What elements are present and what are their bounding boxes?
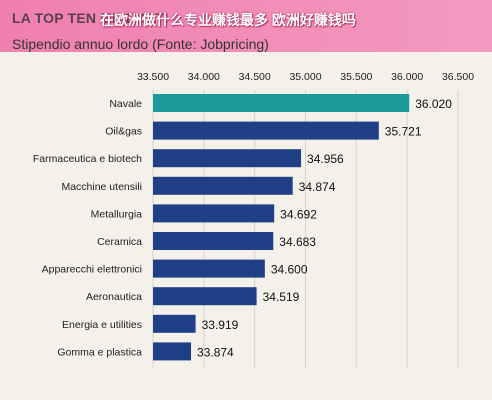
x-tick-label: 35.000	[289, 71, 321, 83]
chart-title-background: LA TOP TEN MPIEGATI	[12, 10, 169, 26]
chart-subtitle: Stipendio annuo lordo (Fonte: Jobpricing…	[12, 36, 269, 52]
x-tick-label: 34.500	[239, 71, 271, 83]
bar	[153, 149, 302, 168]
category-label: Metallurgia	[91, 208, 143, 220]
x-tick-label: 35.500	[340, 71, 372, 83]
bar	[153, 176, 293, 195]
overlay-title: 在欧洲做什么专业赚钱最多 欧洲好赚钱吗	[100, 12, 356, 28]
bar	[153, 232, 274, 250]
bar	[153, 94, 410, 112]
chart-title-right: MPIEGATI	[100, 10, 169, 26]
value-label: 35.721	[385, 125, 422, 139]
title-banner	[0, 0, 492, 52]
x-tick-label: 36.000	[391, 71, 423, 83]
x-tick-label: 36.500	[442, 71, 474, 83]
category-label: Gomma e plastica	[57, 346, 142, 358]
value-label: 34.600	[271, 263, 308, 277]
category-label: Macchine utensili	[61, 181, 142, 193]
category-label: Oil&gas	[105, 126, 142, 138]
bars: Navale 36.020 Oil&gas 35.721 Farmaceutica e …	[33, 94, 452, 361]
bar	[153, 314, 196, 333]
bar	[153, 121, 379, 140]
x-tick-label: 33.500	[137, 71, 169, 83]
category-label: Apparecchi elettronici	[42, 264, 142, 276]
bar	[153, 204, 275, 223]
value-label: 33.874	[197, 345, 234, 359]
value-label: 34.956	[307, 152, 344, 166]
category-label: Aeronautica	[86, 291, 142, 303]
value-label: 36.020	[415, 97, 452, 111]
category-label: Farmaceutica e biotech	[33, 153, 142, 165]
category-label: Ceramica	[97, 236, 142, 248]
bar	[153, 287, 257, 306]
x-tick-label: 34.000	[188, 71, 220, 83]
value-label: 34.874	[299, 180, 336, 194]
category-label: Navale	[109, 98, 142, 110]
value-label: 33.919	[202, 318, 239, 332]
x-tick-labels: 33.500 34.000 34.500 35.000 35.500 36.000 36.5…	[137, 71, 474, 83]
bar	[153, 342, 192, 361]
category-label: Energia e utilities	[62, 319, 142, 331]
value-label: 34.692	[280, 207, 317, 221]
value-label: 34.683	[279, 235, 316, 249]
chart-title-left: LA TOP TEN	[12, 10, 97, 26]
value-label: 34.519	[263, 290, 300, 304]
bar	[153, 259, 265, 278]
